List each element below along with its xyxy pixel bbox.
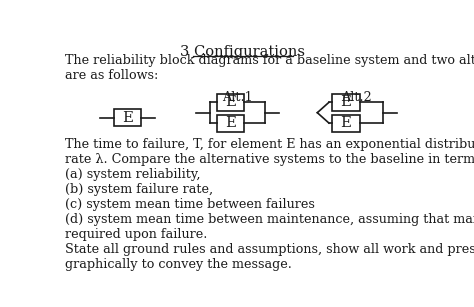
Text: The reliability block diagrams for a baseline system and two alternative systems: The reliability block diagrams for a bas… (64, 54, 474, 82)
Text: E: E (225, 116, 236, 130)
Bar (113, 109, 141, 126)
Text: The time to failure, T, for element E has an exponential distribution with failu: The time to failure, T, for element E ha… (64, 138, 474, 271)
Text: Alt.1: Alt.1 (222, 91, 253, 104)
Text: 3 Configurations: 3 Configurations (181, 45, 305, 59)
Text: E: E (122, 111, 133, 125)
Bar (332, 94, 360, 111)
Bar (217, 115, 245, 132)
Text: Alt.2: Alt.2 (341, 91, 372, 104)
Text: E: E (225, 95, 236, 109)
Text: E: E (340, 116, 352, 130)
Text: E: E (340, 95, 352, 109)
Bar (217, 94, 245, 111)
Bar (332, 115, 360, 132)
